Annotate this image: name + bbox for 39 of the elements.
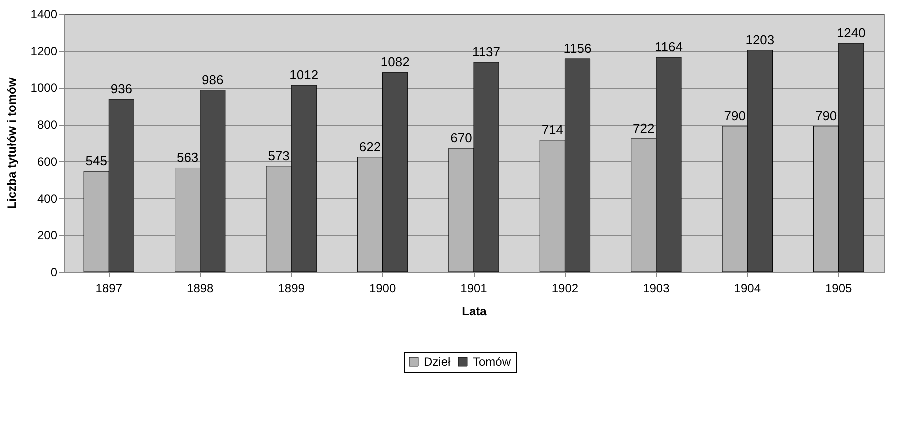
x-axis-title: Lata bbox=[462, 304, 488, 318]
data-label: 670 bbox=[450, 130, 472, 146]
legend-label: Dzieł bbox=[424, 355, 452, 369]
y-tick-label: 1000 bbox=[30, 81, 58, 96]
y-tick-label: 1200 bbox=[30, 44, 58, 58]
data-label: 545 bbox=[86, 154, 108, 169]
data-label: 1156 bbox=[564, 40, 592, 56]
x-tick-label: 1903 bbox=[643, 282, 670, 296]
y-tick-label: 400 bbox=[37, 192, 58, 206]
data-label: 790 bbox=[724, 108, 746, 124]
data-label: 563 bbox=[176, 150, 199, 166]
x-tick-label: 1897 bbox=[96, 282, 123, 296]
data-label: 1082 bbox=[380, 54, 410, 70]
y-tick-label: 600 bbox=[37, 154, 58, 169]
y-tick-label: 0 bbox=[50, 266, 58, 280]
data-label: 1240 bbox=[836, 25, 866, 40]
y-tick-label: 800 bbox=[37, 118, 58, 132]
x-tick-label: 1902 bbox=[552, 282, 579, 296]
data-label: 622 bbox=[359, 139, 382, 154]
data-label: 936 bbox=[110, 82, 133, 97]
data-label: 1164 bbox=[654, 39, 683, 54]
legend-label: Tomów bbox=[473, 355, 512, 369]
data-label: 722 bbox=[633, 120, 655, 136]
data-label: 1137 bbox=[472, 44, 501, 60]
data-label: 790 bbox=[815, 108, 838, 124]
x-tick-label: 1899 bbox=[278, 282, 306, 296]
x-tick-label: 1904 bbox=[734, 282, 762, 296]
data-label: 714 bbox=[542, 122, 564, 138]
x-tick-label: 1905 bbox=[826, 282, 853, 296]
data-label: 986 bbox=[202, 72, 224, 88]
data-label: 1012 bbox=[290, 68, 319, 83]
y-tick-label: 200 bbox=[37, 228, 58, 243]
data-label: 1203 bbox=[746, 32, 775, 48]
x-tick-label: 1900 bbox=[369, 282, 396, 296]
y-tick-label: 1400 bbox=[30, 8, 58, 22]
data-label: 573 bbox=[268, 148, 290, 164]
y-axis-title: Liczba tytułów i tomów bbox=[4, 77, 19, 210]
x-tick-label: 1901 bbox=[460, 282, 488, 296]
x-tick-label: 1898 bbox=[187, 282, 214, 296]
